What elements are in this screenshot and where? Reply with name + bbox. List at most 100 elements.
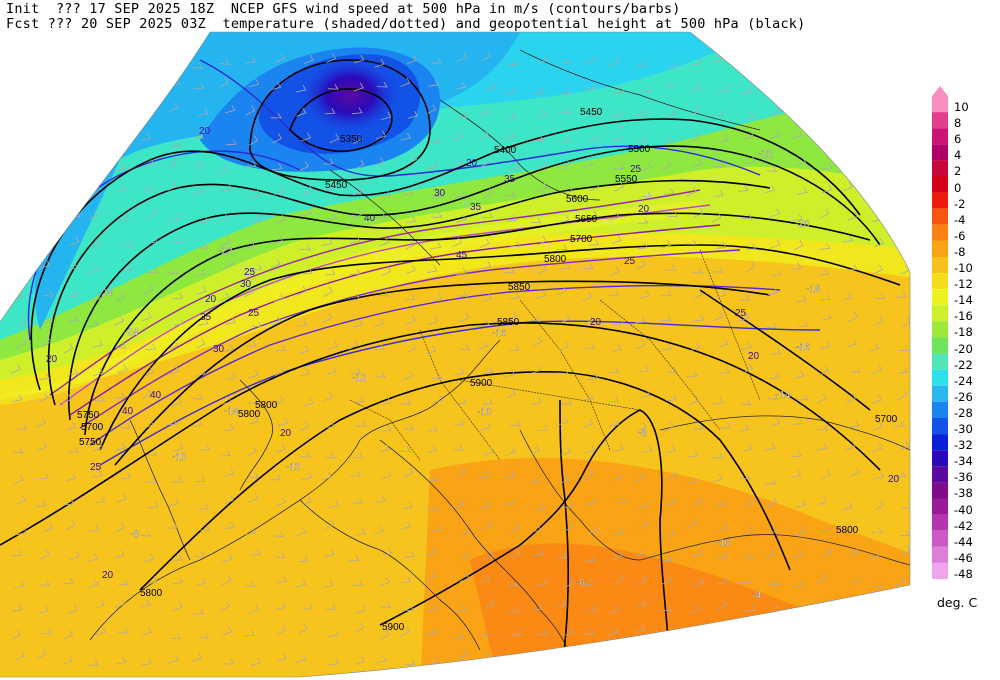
wind-barb xyxy=(427,504,439,511)
wind-barb xyxy=(276,625,287,635)
wind-barb xyxy=(406,342,417,353)
wind-barb xyxy=(893,187,905,193)
wind-barb xyxy=(276,496,286,507)
wind-barb xyxy=(405,315,416,326)
wind-barb xyxy=(198,216,209,223)
wind-barb xyxy=(771,632,783,640)
wind-barb xyxy=(197,108,209,116)
wind-barb xyxy=(245,105,256,116)
map-boundary xyxy=(0,31,911,678)
height-label: 5700 xyxy=(81,422,104,433)
wind-barb xyxy=(324,269,336,276)
wind-barb xyxy=(116,493,127,503)
wind-barb xyxy=(456,397,467,405)
color-scale-label: -28 xyxy=(954,405,973,420)
wind-barb xyxy=(741,341,752,350)
wind-barb xyxy=(296,320,308,326)
wind-barb xyxy=(692,158,703,168)
wind-barb xyxy=(817,392,827,404)
wind-barb xyxy=(376,81,388,88)
wind-barb xyxy=(480,574,491,583)
color-scale-swatch xyxy=(932,498,948,515)
wind-label: 20 xyxy=(46,354,58,365)
wind-barb xyxy=(296,527,307,536)
wind-barb xyxy=(302,267,313,275)
wind-barb xyxy=(563,578,574,588)
wind-barb xyxy=(13,474,24,485)
wind-barb xyxy=(509,292,521,299)
wind-barb xyxy=(635,624,646,633)
wind-barb xyxy=(557,368,569,374)
wind-barb xyxy=(353,82,364,92)
height-label: 5750 xyxy=(77,410,100,421)
wind-barb xyxy=(459,313,470,322)
wind-barb xyxy=(900,545,910,556)
wind-barb xyxy=(141,389,152,400)
wind-barb xyxy=(873,471,884,480)
wind-barb xyxy=(509,241,521,248)
wind-label: 25 xyxy=(735,308,747,319)
wind-barb xyxy=(795,157,807,167)
wind-barb xyxy=(479,319,490,328)
wind-label: 40 xyxy=(122,406,134,417)
wind-barb xyxy=(168,340,179,350)
color-scale-label: -24 xyxy=(954,373,973,388)
temperature-label: -24 xyxy=(124,327,139,338)
color-scale-swatch xyxy=(932,160,948,177)
wind-barb xyxy=(374,58,385,68)
wind-label: 20 xyxy=(205,294,217,305)
wind-barb xyxy=(37,56,49,64)
wind-barb xyxy=(167,522,178,529)
wind-barb xyxy=(819,208,830,219)
wind-barb xyxy=(638,519,649,529)
wind-barb xyxy=(608,396,620,403)
wind-barb xyxy=(582,291,593,302)
wind-barb xyxy=(849,467,860,477)
wind-barb xyxy=(193,608,205,615)
wind-barb xyxy=(195,268,206,276)
color-scale-swatch xyxy=(932,305,948,322)
wind-barb xyxy=(301,472,313,481)
wind-barb xyxy=(583,314,595,324)
wind-barb xyxy=(218,59,230,65)
wind-barb xyxy=(791,262,802,271)
wind-barb xyxy=(192,419,203,428)
wind-barb xyxy=(847,211,859,221)
wind-barb xyxy=(790,469,802,478)
wind-barb xyxy=(192,159,203,169)
wind-barb xyxy=(510,522,520,533)
wind-barb xyxy=(873,264,883,275)
wind-barb xyxy=(172,476,184,483)
wind-barb xyxy=(114,315,124,326)
wind-barb xyxy=(713,190,724,197)
wind-barb xyxy=(375,496,387,503)
wind-barb xyxy=(895,471,907,477)
wind-barb xyxy=(691,58,703,66)
height-label: 5450 xyxy=(580,107,603,118)
wind-barb xyxy=(10,363,21,374)
wind-barb xyxy=(537,629,549,635)
color-scale-label: -40 xyxy=(954,502,973,517)
wind-barb xyxy=(352,497,363,504)
wind-barb xyxy=(67,132,77,143)
wind-barb xyxy=(665,394,677,402)
wind-barb xyxy=(166,419,178,425)
wind-barb xyxy=(245,56,257,64)
wind-barb xyxy=(63,629,74,640)
color-scale-swatch xyxy=(932,546,948,563)
height-label: 5800 xyxy=(836,525,859,536)
wind-barb xyxy=(635,109,646,116)
wind-barb xyxy=(481,50,492,62)
wind-barb xyxy=(536,578,548,587)
wind-barb xyxy=(842,292,853,301)
color-scale-swatch xyxy=(932,321,948,338)
wind-barb xyxy=(426,425,438,432)
wind-barb xyxy=(687,518,697,529)
wind-barb xyxy=(224,522,236,529)
wind-barb xyxy=(504,131,515,141)
wind-barb xyxy=(871,443,882,453)
wind-barb xyxy=(537,182,548,193)
wind-barb xyxy=(39,549,50,560)
wind-barb xyxy=(639,653,651,660)
wind-barb xyxy=(505,112,516,120)
